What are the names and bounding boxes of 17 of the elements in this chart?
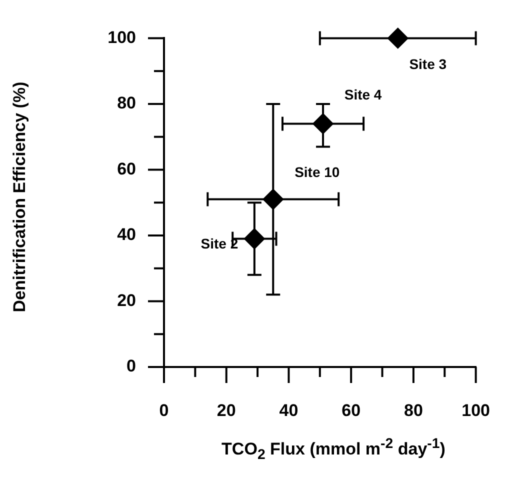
y-tick-label: 20 — [117, 290, 136, 310]
x-tick-label: 60 — [342, 400, 361, 420]
y-tick-label: 0 — [126, 356, 136, 376]
y-tick-label: 80 — [117, 94, 136, 113]
x-tick-label: 20 — [216, 400, 236, 420]
x-tick-label: 100 — [462, 400, 490, 420]
annotation: Site 10 — [294, 164, 340, 180]
annotation: Site 3 — [409, 56, 447, 72]
y-tick-label: 100 — [108, 28, 136, 47]
y-tick-label: 40 — [117, 225, 136, 244]
x-tick-label: 80 — [404, 400, 423, 420]
x-axis-title: TCO$_{2}$ Flux (mmol m$^{-2}$ day$^{-1}$) — [220, 436, 446, 464]
annotation: Site 4 — [344, 86, 382, 103]
x-tick-label: 40 — [279, 400, 298, 420]
y-axis-title: Denitrification Efficiency (%) — [10, 82, 30, 312]
y-tick-label: 60 — [117, 159, 136, 178]
x-tick-label: 0 — [159, 400, 169, 420]
